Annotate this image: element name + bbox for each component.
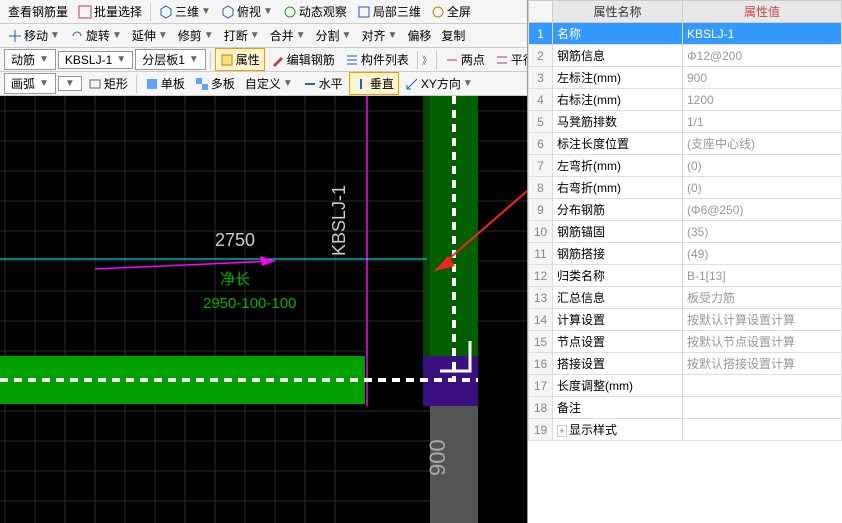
break-button[interactable]: 打断▼ <box>220 25 264 46</box>
local-3d-button[interactable]: 局部三维 <box>353 1 425 22</box>
property-row[interactable]: 6标注长度位置(支座中心线) <box>529 133 842 155</box>
arc-select[interactable]: 画弧▼ <box>4 73 56 94</box>
dim-900: 900 <box>425 439 450 476</box>
component-select[interactable]: KBSLJ-1▼ <box>58 51 133 69</box>
3d-button[interactable]: 三维▼ <box>155 1 215 22</box>
properties-panel: 属性名称 属性值 1名称KBSLJ-12钢筋信息Φ12@2003左标注(mm)9… <box>527 0 842 523</box>
property-row[interactable]: 4右标注(mm)1200 <box>529 89 842 111</box>
rect-button[interactable]: 矩形 <box>84 73 132 94</box>
vertical-button[interactable]: 垂直 <box>349 72 399 95</box>
property-row[interactable]: 8右弯折(mm)(0) <box>529 177 842 199</box>
merge-button[interactable]: 合并▼ <box>266 25 310 46</box>
drawing-canvas[interactable]: 2750 净长 2950-100-100 KBSLJ-1 900 <box>0 96 527 523</box>
split-button[interactable]: 分割▼ <box>312 25 356 46</box>
property-row[interactable]: 18备注 <box>529 397 842 419</box>
property-row[interactable]: 3左标注(mm)900 <box>529 67 842 89</box>
properties-table: 属性名称 属性值 1名称KBSLJ-12钢筋信息Φ12@2003左标注(mm)9… <box>528 0 842 441</box>
label-calc: 2950-100-100 <box>203 295 296 312</box>
horizontal-button[interactable]: 水平 <box>299 73 347 94</box>
trim-button[interactable]: 修剪▼ <box>174 25 218 46</box>
multi-slab-button[interactable]: 多板 <box>191 73 239 94</box>
property-row[interactable]: 5马凳筋排数1/1 <box>529 111 842 133</box>
single-slab-button[interactable]: 单板 <box>141 73 189 94</box>
dim-2750: 2750 <box>215 230 255 250</box>
fullscreen-button[interactable]: 全屏 <box>427 1 475 22</box>
properties-button[interactable]: 属性 <box>215 48 265 71</box>
component-list-button[interactable]: 构件列表 <box>341 49 413 70</box>
xy-direction-button[interactable]: XY方向▼ <box>401 73 477 94</box>
two-point-button[interactable]: 两点 <box>441 49 489 70</box>
label-netlen: 净长 <box>220 271 250 288</box>
property-row[interactable]: 1名称KBSLJ-1 <box>529 23 842 45</box>
header-value: 属性值 <box>683 1 842 23</box>
copy-button[interactable]: 复制 <box>437 25 469 46</box>
property-row[interactable]: 7左弯折(mm)(0) <box>529 155 842 177</box>
edit-rebar-button[interactable]: 编辑钢筋 <box>267 49 339 70</box>
label-kbslj: KBSLJ-1 <box>329 185 349 256</box>
property-row[interactable]: 10钢筋锚固(35) <box>529 221 842 243</box>
rotate-button[interactable]: 旋转▼ <box>66 25 126 46</box>
move-button[interactable]: 移动▼ <box>4 25 64 46</box>
layer-select[interactable]: 分层板1▼ <box>135 49 206 70</box>
offset-button[interactable]: 偏移 <box>403 25 435 46</box>
property-row[interactable]: 2钢筋信息Φ12@200 <box>529 45 842 67</box>
property-row[interactable]: 14计算设置按默认计算设置计算 <box>529 309 842 331</box>
custom-button[interactable]: 自定义▼ <box>241 73 297 94</box>
property-row[interactable]: 9分布钢筋(Φ6@250) <box>529 199 842 221</box>
align-button[interactable]: 对齐▼ <box>357 25 401 46</box>
rebar-type-select[interactable]: 动筋▼ <box>4 49 56 70</box>
extend-button[interactable]: 延伸▼ <box>128 25 172 46</box>
batch-select-button[interactable]: 批量选择 <box>74 1 146 22</box>
drawing-svg: 2750 净长 2950-100-100 KBSLJ-1 900 <box>0 96 527 523</box>
top-view-button[interactable]: 俯视▼ <box>217 1 277 22</box>
property-row[interactable]: 12归类名称B-1[13] <box>529 265 842 287</box>
property-row[interactable]: 15节点设置按默认节点设置计算 <box>529 331 842 353</box>
property-row[interactable]: 11钢筋搭接(49) <box>529 243 842 265</box>
property-row[interactable]: 19+显示样式 <box>529 419 842 441</box>
header-name: 属性名称 <box>553 1 683 23</box>
orbit-button[interactable]: 动态观察 <box>279 1 351 22</box>
shape-select[interactable]: ▼ <box>58 76 82 91</box>
property-row[interactable]: 17长度调整(mm) <box>529 375 842 397</box>
property-row[interactable]: 13汇总信息板受力筋 <box>529 287 842 309</box>
view-rebar-qty-button[interactable]: 查看钢筋量 <box>4 1 72 22</box>
property-row[interactable]: 16搭接设置按默认搭接设置计算 <box>529 353 842 375</box>
